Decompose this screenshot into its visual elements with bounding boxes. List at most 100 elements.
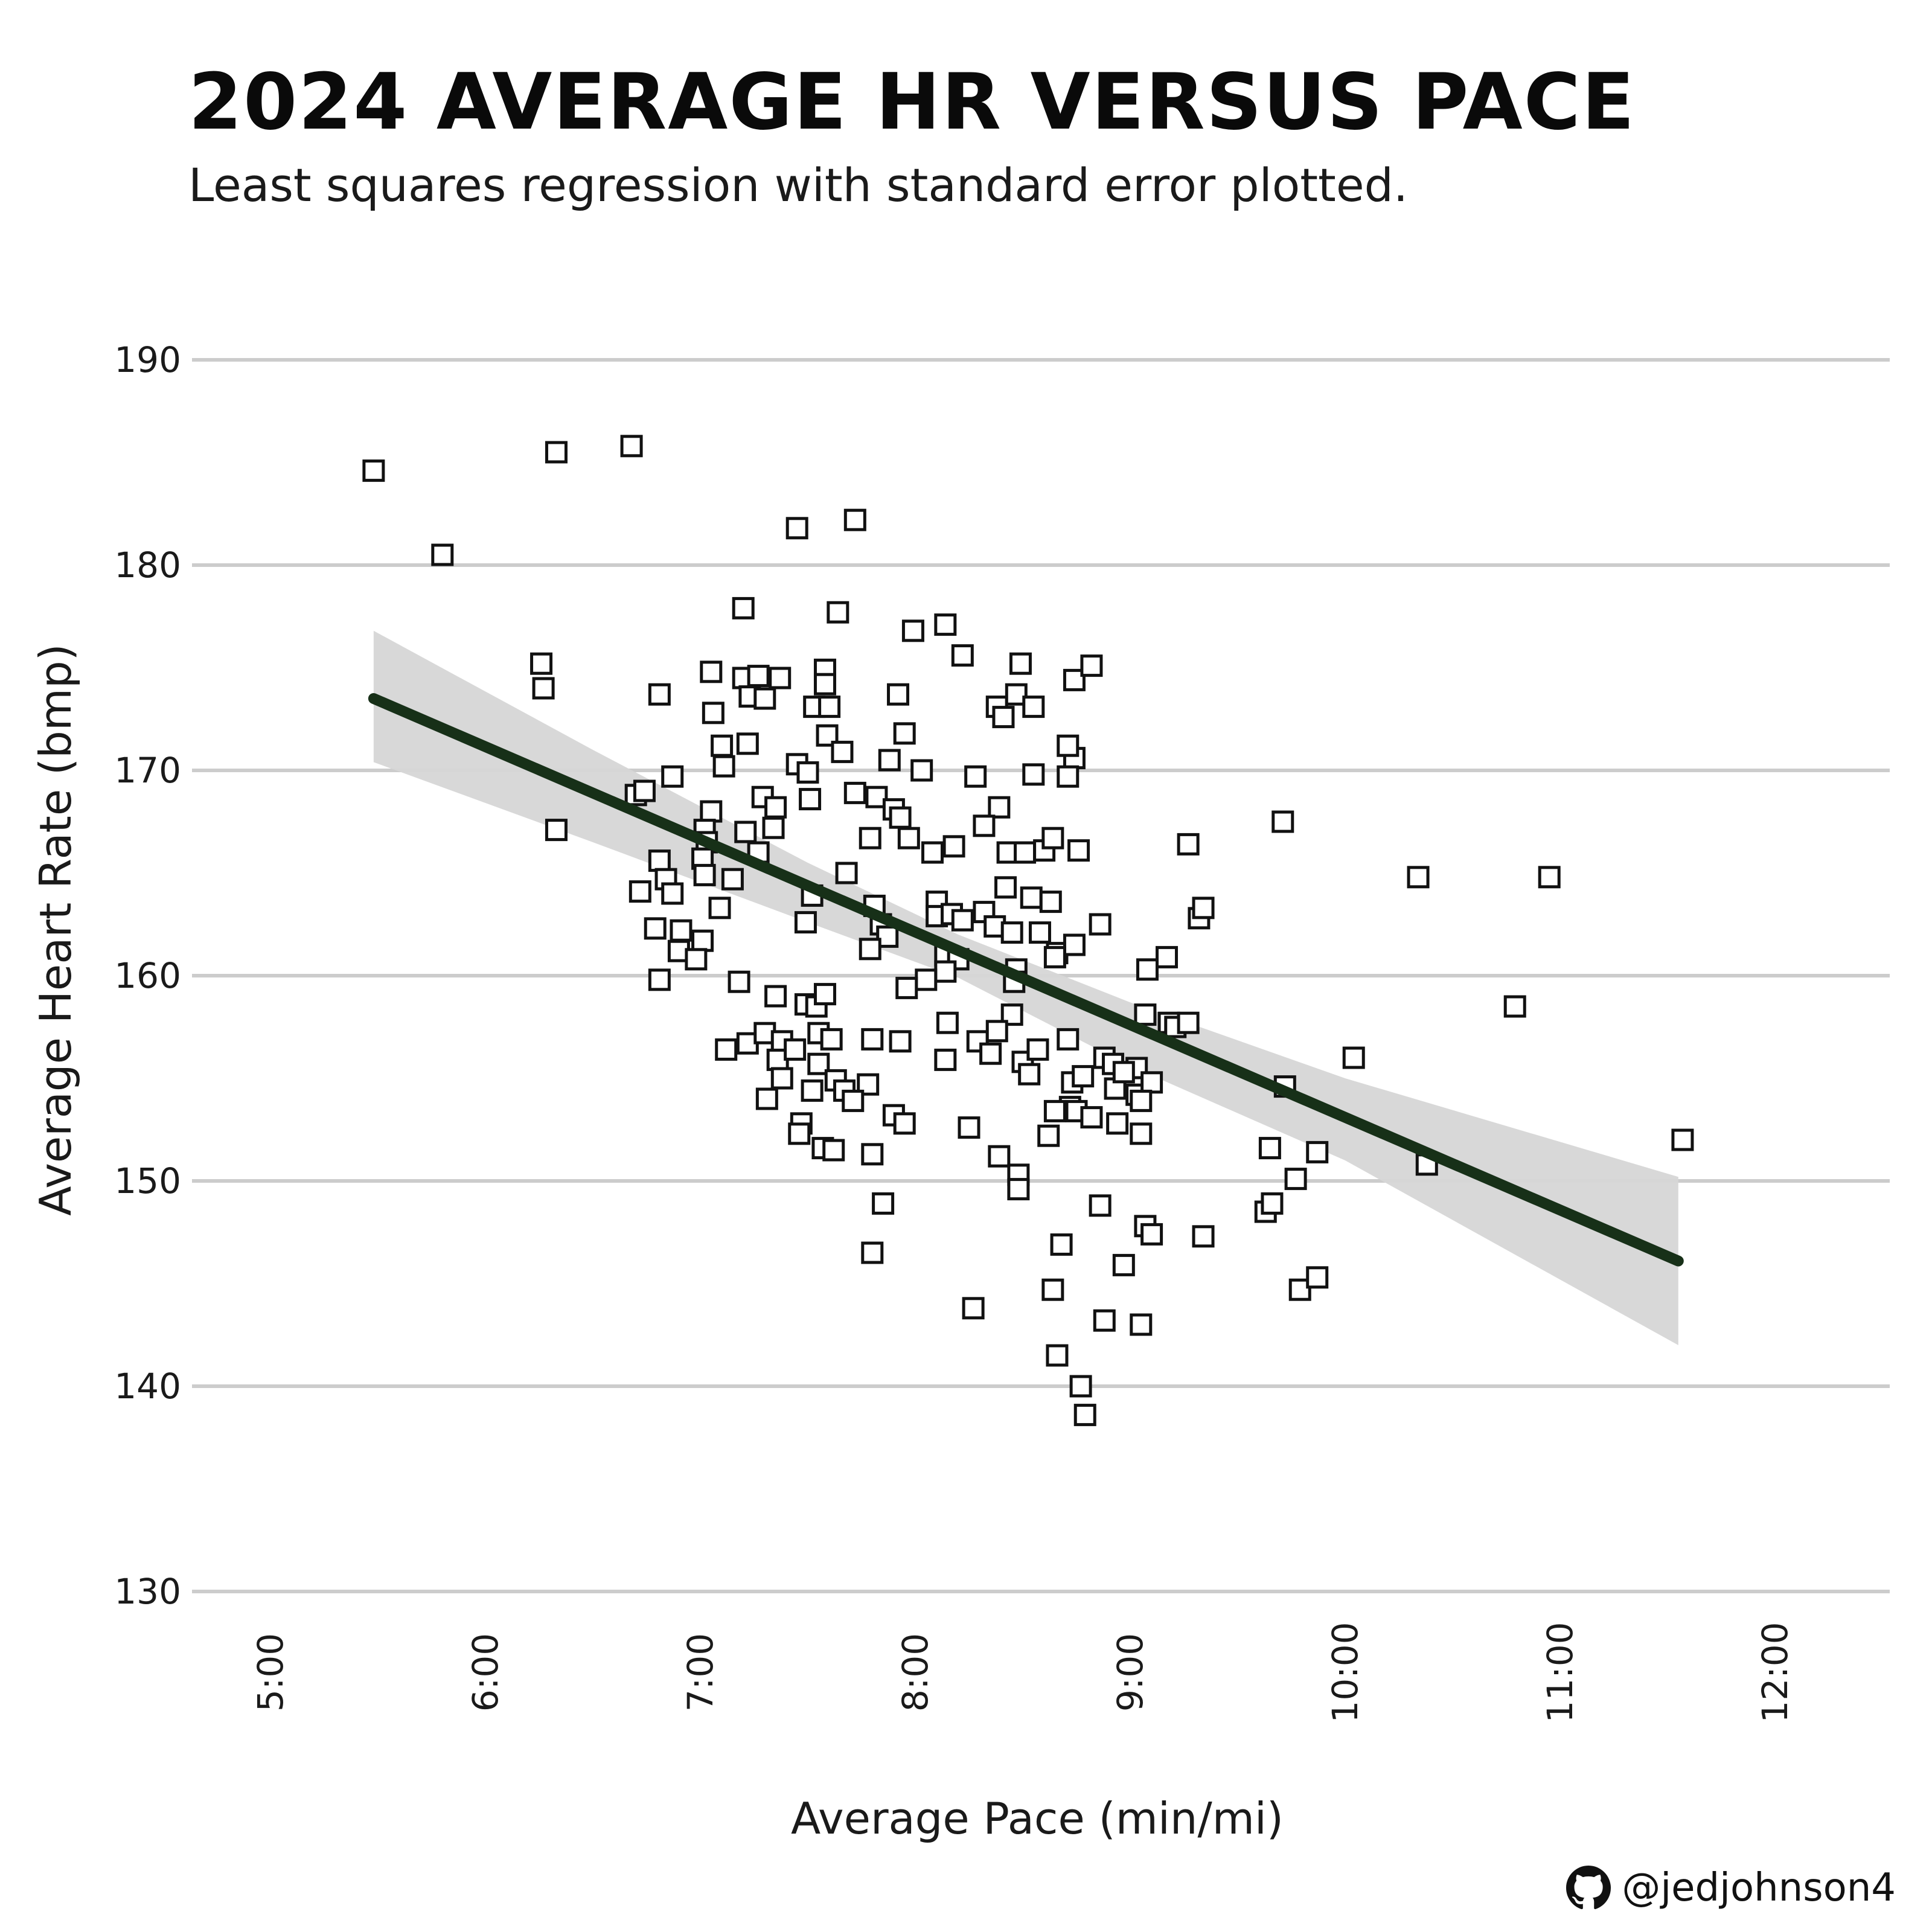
data-point-178 xyxy=(861,1143,884,1166)
data-point-14 xyxy=(1009,652,1032,675)
data-point-67 xyxy=(762,816,785,839)
data-point-145 xyxy=(889,1030,912,1053)
data-point-143 xyxy=(807,1052,830,1075)
data-point-170 xyxy=(1072,1065,1095,1088)
data-point-50 xyxy=(764,796,787,819)
x-tick-labels: 5:00 6:00 7:00 8:00 9:00 10:00 11:00 12:00 xyxy=(250,1622,1796,1722)
data-point-187 xyxy=(1106,1112,1129,1135)
data-point-83 xyxy=(661,882,684,905)
data-point-163 xyxy=(770,1067,793,1090)
data-point-84 xyxy=(629,880,651,903)
data-point-101 xyxy=(1039,891,1062,913)
data-point-129 xyxy=(895,976,918,999)
data-point-95 xyxy=(951,909,974,932)
data-point-28 xyxy=(813,673,836,696)
data-point-71 xyxy=(921,841,944,864)
data-point-149 xyxy=(985,1020,1008,1043)
data-point-173 xyxy=(1130,1089,1153,1112)
data-point-122 xyxy=(1156,945,1179,968)
data-point-206 xyxy=(1112,1253,1135,1276)
data-point-60 xyxy=(1057,765,1080,788)
x-tick-label-8: 8:00 xyxy=(895,1633,936,1712)
credit-handle: @jedjohnson4 xyxy=(1622,1866,1896,1910)
regression-line xyxy=(368,693,1684,1267)
data-point-124 xyxy=(728,970,750,993)
data-point-200 xyxy=(1192,1225,1215,1248)
github-icon xyxy=(1566,1866,1611,1910)
data-point-215 xyxy=(1073,1404,1096,1427)
data-point-69 xyxy=(859,827,881,849)
x-tick-label-7: 7:00 xyxy=(680,1633,721,1712)
data-point-105 xyxy=(1089,913,1112,936)
data-point-75 xyxy=(1014,841,1037,864)
data-point-208 xyxy=(1288,1278,1311,1301)
data-point-117 xyxy=(915,968,938,991)
data-point-190 xyxy=(1306,1140,1329,1163)
data-point-107 xyxy=(1192,897,1215,920)
data-point-42 xyxy=(893,722,916,745)
data-point-113 xyxy=(859,938,881,961)
data-point-81 xyxy=(648,849,671,872)
data-point-188 xyxy=(1130,1122,1153,1145)
data-point-185 xyxy=(1043,1099,1066,1122)
data-point-108 xyxy=(644,917,667,940)
data-point-128 xyxy=(813,983,836,1006)
x-tick-label-6: 6:00 xyxy=(465,1633,506,1712)
data-point-21 xyxy=(747,665,770,688)
data-point-192 xyxy=(1671,1128,1694,1151)
data-point-213 xyxy=(1046,1344,1069,1367)
data-point-0 xyxy=(362,459,385,482)
data-point-216 xyxy=(1407,866,1430,889)
data-point-6 xyxy=(545,819,568,842)
data-point-172 xyxy=(1112,1061,1135,1084)
y-tick-label-180: 180 xyxy=(114,545,181,586)
data-point-1 xyxy=(431,543,454,566)
data-point-112 xyxy=(685,948,708,971)
data-point-80 xyxy=(1271,810,1294,833)
data-point-140 xyxy=(784,1038,807,1061)
author-credit[interactable]: @jedjohnson4 xyxy=(1566,1866,1896,1910)
data-point-135 xyxy=(715,1038,738,1061)
data-point-73 xyxy=(973,814,996,837)
data-point-131 xyxy=(1134,1003,1157,1026)
data-point-203 xyxy=(1284,1168,1307,1191)
data-point-111 xyxy=(691,929,714,952)
y-tick-label-150: 150 xyxy=(114,1160,181,1201)
data-point-78 xyxy=(1067,839,1090,862)
data-point-186 xyxy=(1037,1124,1060,1147)
data-point-146 xyxy=(936,1011,959,1034)
data-point-211 xyxy=(1093,1309,1116,1332)
data-point-79 xyxy=(1177,833,1200,856)
data-point-2 xyxy=(545,441,568,464)
data-point-31 xyxy=(992,706,1015,729)
data-point-123 xyxy=(648,968,671,991)
data-point-217 xyxy=(1538,866,1561,889)
data-point-18 xyxy=(700,661,723,683)
x-tick-label-10: 10:00 xyxy=(1325,1622,1366,1722)
data-point-142 xyxy=(820,1028,843,1051)
x-tick-label-9: 9:00 xyxy=(1110,1633,1151,1712)
data-point-154 xyxy=(1057,1028,1080,1051)
data-point-193 xyxy=(988,1145,1011,1168)
data-point-43 xyxy=(910,759,933,782)
data-point-16 xyxy=(1080,654,1103,677)
x-tick-label-12: 12:00 xyxy=(1754,1622,1796,1722)
data-point-99 xyxy=(1000,921,1023,944)
data-point-100 xyxy=(1020,886,1043,909)
data-point-13 xyxy=(951,644,974,667)
data-point-5 xyxy=(532,677,555,700)
data-point-40 xyxy=(831,740,854,763)
data-point-64 xyxy=(693,863,716,886)
data-point-109 xyxy=(670,919,693,942)
data-point-130 xyxy=(1000,1003,1023,1026)
data-point-7 xyxy=(785,517,808,540)
data-point-212 xyxy=(1130,1313,1153,1336)
data-point-19 xyxy=(702,702,724,724)
data-point-120 xyxy=(1043,945,1066,968)
x-tick-label-5: 5:00 xyxy=(250,1633,291,1712)
y-tick-label-190: 190 xyxy=(114,339,181,380)
chart-subtitle: Least squares regression with standard e… xyxy=(188,158,1409,212)
y-tick-label-130: 130 xyxy=(114,1571,181,1612)
data-point-125 xyxy=(764,985,787,1008)
x-axis-label: Average Pace (min/mi) xyxy=(791,1793,1284,1844)
